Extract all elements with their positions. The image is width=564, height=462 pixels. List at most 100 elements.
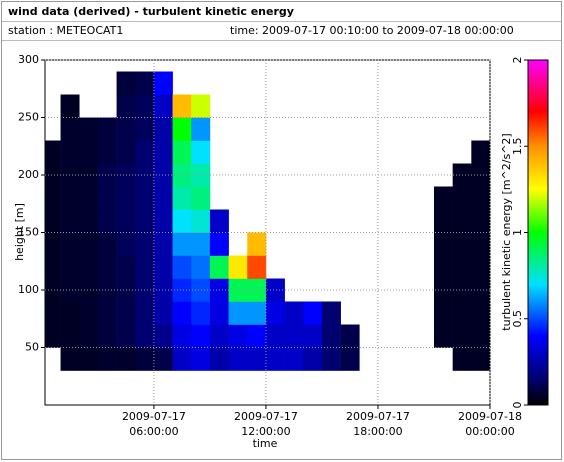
heat-cell: [79, 232, 99, 256]
heat-cell: [265, 324, 285, 348]
heat-cell: [191, 94, 211, 118]
heat-cell: [116, 71, 136, 95]
heat-cell: [97, 209, 117, 233]
heat-cell: [79, 301, 99, 325]
heat-cell: [116, 140, 136, 164]
heat-cell: [97, 301, 117, 325]
heat-cell: [116, 255, 136, 279]
heat-cell: [153, 278, 173, 302]
heat-cell: [471, 232, 491, 256]
heat-cell: [172, 301, 192, 325]
heat-cell: [471, 324, 491, 348]
heat-cell: [79, 163, 99, 187]
x-tick-label: 2009-07-17 06:00:00: [121, 410, 186, 438]
heat-cell: [97, 278, 117, 302]
x-tick-label: 2009-07-17 12:00:00: [233, 410, 298, 438]
heat-cell: [452, 347, 472, 371]
heat-cell: [172, 140, 192, 164]
heat-cell: [209, 232, 229, 256]
heat-cell: [433, 255, 453, 279]
heat-cell: [228, 278, 248, 302]
heat-cell: [60, 301, 80, 325]
heat-cell: [247, 301, 267, 325]
heat-cell: [452, 255, 472, 279]
heat-cell: [247, 232, 267, 256]
heat-cell: [60, 324, 80, 348]
heat-cell: [191, 255, 211, 279]
heat-cell: [303, 347, 323, 371]
heat-cell: [321, 301, 341, 325]
heat-cell: [97, 255, 117, 279]
heat-cell: [172, 347, 192, 371]
heat-cell: [172, 209, 192, 233]
heat-cell: [471, 255, 491, 279]
heat-cell: [452, 209, 472, 233]
heat-cell: [60, 255, 80, 279]
heat-cell: [303, 301, 323, 325]
heat-cell: [79, 255, 99, 279]
heat-cell: [79, 140, 99, 164]
heat-cell: [79, 186, 99, 210]
x-tick-label: 2009-07-18 00:00:00: [458, 410, 522, 438]
colorbar-label: turbulent kinetic energy [m^2/s^2]: [500, 133, 513, 330]
heat-cell: [45, 232, 61, 256]
heat-cell: [97, 232, 117, 256]
heat-cell: [116, 232, 136, 256]
heat-cell: [191, 117, 211, 141]
heat-cell: [247, 324, 267, 348]
heat-cell: [116, 209, 136, 233]
heat-cell: [247, 347, 267, 371]
heat-cell: [172, 255, 192, 279]
heat-cell: [45, 186, 61, 210]
heat-cell: [153, 117, 173, 141]
heat-cell: [135, 301, 155, 325]
heat-cell: [45, 209, 61, 233]
heat-cell: [135, 117, 155, 141]
chart-title: wind data (derived) - turbulent kinetic …: [8, 5, 294, 18]
heat-cell: [172, 232, 192, 256]
heat-cell: [228, 255, 248, 279]
heat-cell: [60, 117, 80, 141]
heat-cell: [191, 278, 211, 302]
heat-cell: [153, 94, 173, 118]
heat-cell: [284, 347, 304, 371]
y-axis-label: height [m]: [13, 203, 26, 261]
heat-cell: [433, 186, 453, 210]
heat-cell: [191, 301, 211, 325]
heat-cell: [247, 278, 267, 302]
heat-cell: [153, 324, 173, 348]
heat-cell: [191, 163, 211, 187]
heat-cell: [116, 94, 136, 118]
heat-cell: [209, 255, 229, 279]
heat-cell: [471, 347, 491, 371]
time-range: time: 2009-07-17 00:10:00 to 2009-07-18 …: [230, 24, 514, 37]
heat-cell: [135, 324, 155, 348]
heat-cell: [153, 232, 173, 256]
heat-cell: [60, 232, 80, 256]
heat-cell: [45, 324, 61, 348]
heat-cell: [79, 278, 99, 302]
heat-cell: [135, 255, 155, 279]
heat-cell: [228, 324, 248, 348]
heat-cell: [45, 140, 61, 164]
heat-cell: [433, 209, 453, 233]
heat-cell: [303, 324, 323, 348]
heat-cell: [433, 324, 453, 348]
heat-cell: [191, 324, 211, 348]
x-axis-label: time: [253, 437, 278, 450]
heat-cell: [172, 186, 192, 210]
heat-cell: [321, 324, 341, 348]
heat-cell: [284, 324, 304, 348]
heat-cell: [284, 301, 304, 325]
heat-cell: [452, 301, 472, 325]
heat-cell: [452, 186, 472, 210]
heat-cell: [153, 186, 173, 210]
heat-cell: [97, 117, 117, 141]
heat-cell: [60, 186, 80, 210]
heat-cell: [247, 255, 267, 279]
colorbar-tick-label: 0.5: [511, 310, 524, 328]
heat-cell: [471, 209, 491, 233]
heat-cell: [209, 301, 229, 325]
heat-cell: [60, 347, 80, 371]
